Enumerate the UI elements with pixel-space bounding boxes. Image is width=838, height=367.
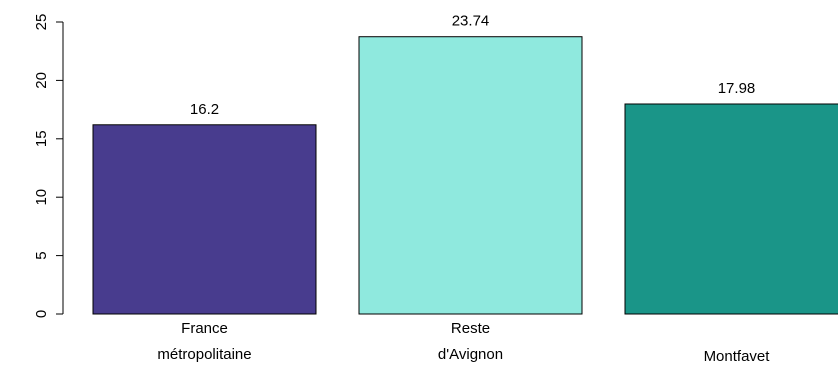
y-axis: 0 5 10 15 20 25	[33, 14, 64, 318]
data-label: 16.2	[190, 101, 219, 118]
x-category-label: Reste	[451, 320, 490, 337]
y-tick-label: 25	[33, 14, 50, 31]
y-tick-label: 0	[33, 310, 50, 318]
y-tick-label: 20	[33, 72, 50, 89]
y-tick-label: 15	[33, 130, 50, 147]
y-tick-label: 10	[33, 189, 50, 206]
x-category-label: métropolitaine	[157, 346, 251, 363]
x-axis-labels: France métropolitaine Reste d'Avignon Montfa…	[157, 320, 770, 365]
data-labels: 16.2 23.74 17.98	[190, 13, 755, 118]
bar	[624, 103, 838, 315]
data-label: 17.98	[718, 80, 756, 97]
data-label: 23.74	[452, 13, 490, 30]
bar	[92, 124, 317, 315]
x-category-label: Montfavet	[704, 348, 771, 365]
x-category-label: France	[181, 320, 228, 337]
x-category-label: d'Avignon	[438, 346, 503, 363]
bars	[92, 36, 838, 315]
y-tick-label: 5	[33, 251, 50, 259]
bar	[358, 36, 583, 315]
